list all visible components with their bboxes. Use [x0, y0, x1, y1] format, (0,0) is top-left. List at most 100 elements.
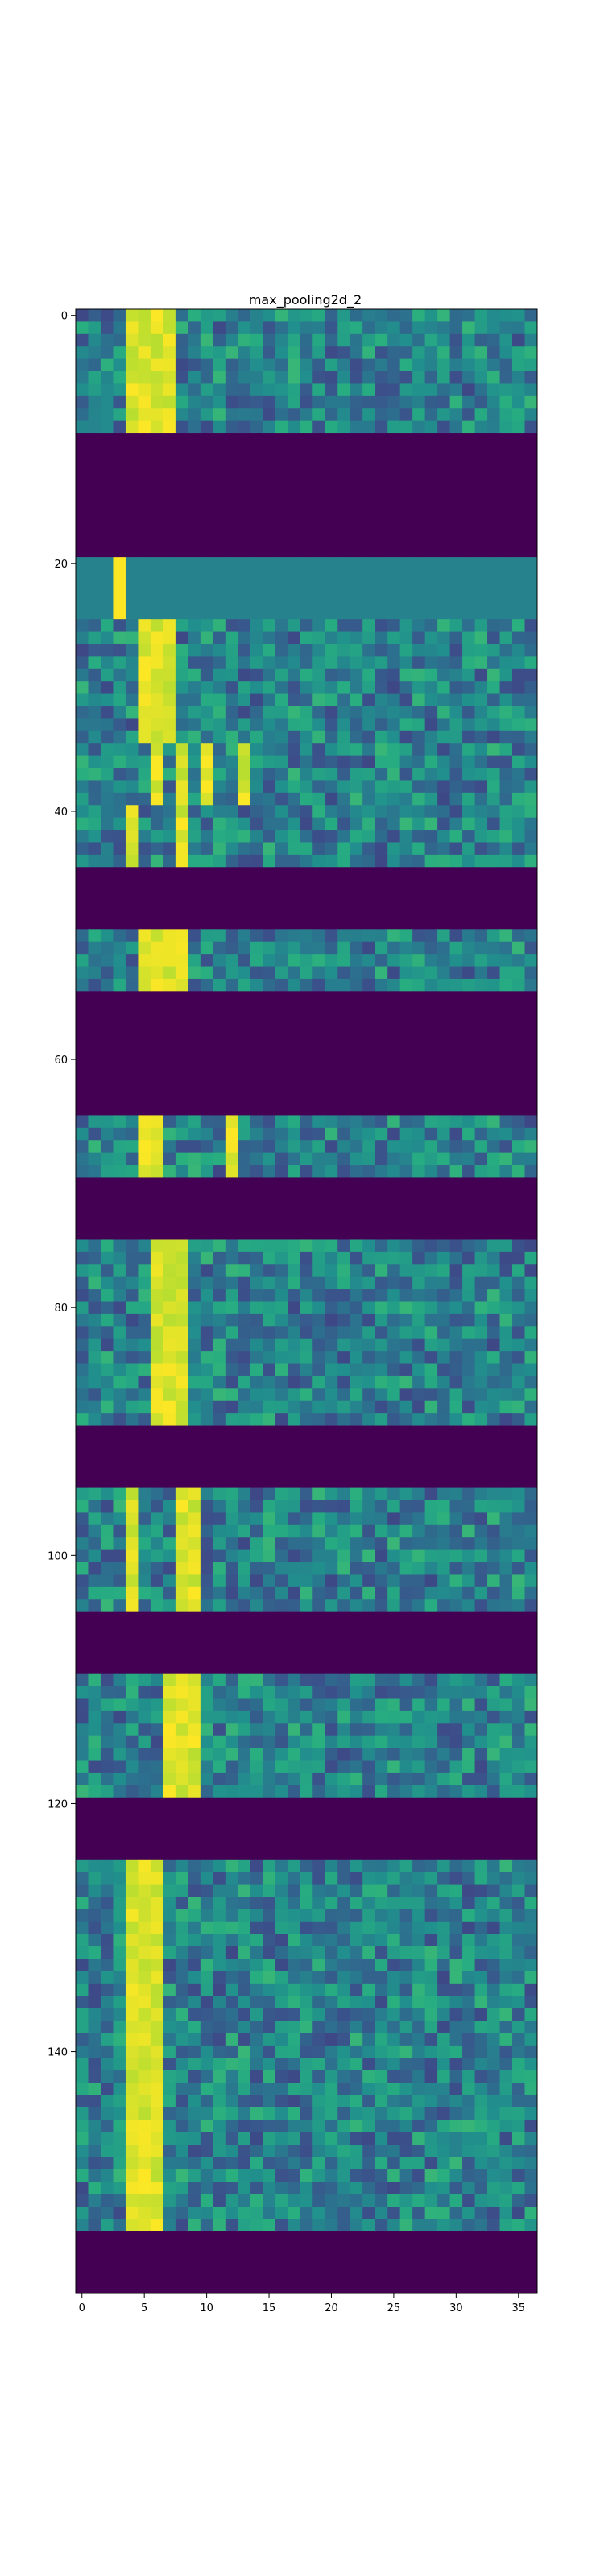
heatmap-cell — [188, 1834, 201, 1847]
heatmap-cell — [412, 805, 426, 819]
heatmap-cell — [312, 1624, 326, 1637]
heatmap-cell — [375, 594, 388, 608]
heatmap-cell — [412, 1189, 426, 1203]
heatmap-cell — [150, 1016, 163, 1029]
heatmap-cell — [250, 371, 263, 384]
heatmap-cell — [213, 544, 226, 558]
heatmap-cell — [412, 581, 426, 595]
heatmap-cell — [437, 817, 450, 831]
heatmap-cell — [412, 1549, 426, 1563]
heatmap-cell — [375, 1375, 388, 1389]
heatmap-cell — [188, 495, 201, 508]
heatmap-cell — [474, 780, 488, 794]
heatmap-cell — [275, 333, 288, 347]
heatmap-cell — [200, 569, 213, 583]
heatmap-cell — [424, 1735, 438, 1748]
heatmap-cell — [175, 1897, 188, 1909]
heatmap-cell — [300, 594, 313, 608]
heatmap-cell — [337, 1574, 351, 1587]
heatmap-cell — [125, 519, 139, 533]
heatmap-cell — [238, 718, 251, 732]
heatmap-cell — [350, 854, 363, 868]
heatmap-cell — [213, 1313, 226, 1327]
heatmap-cell — [125, 1686, 139, 1699]
heatmap-cell — [138, 1524, 151, 1538]
heatmap-cell — [288, 1239, 301, 1253]
heatmap-cell — [499, 966, 513, 980]
heatmap-cell — [350, 1574, 363, 1587]
heatmap-cell — [138, 1239, 151, 1253]
heatmap-cell — [88, 1636, 101, 1649]
heatmap-cell — [399, 706, 413, 719]
heatmap-cell — [312, 309, 326, 322]
heatmap-cell — [88, 954, 101, 967]
heatmap-cell — [362, 358, 376, 372]
heatmap-cell — [487, 1624, 500, 1637]
heatmap-cell — [337, 805, 351, 819]
heatmap-cell — [76, 606, 89, 620]
heatmap-cell — [238, 1152, 251, 1166]
heatmap-cell — [399, 631, 413, 645]
heatmap-cell — [449, 1437, 463, 1451]
heatmap-cell — [100, 817, 114, 831]
heatmap-cell — [449, 1375, 463, 1389]
heatmap-cell — [524, 892, 538, 905]
heatmap-cell — [88, 1673, 101, 1686]
heatmap-cell — [76, 941, 89, 955]
heatmap-cell — [300, 1500, 313, 1513]
heatmap-cell — [238, 1301, 251, 1315]
heatmap-cell — [399, 1934, 413, 1947]
heatmap-cell — [387, 1884, 401, 1897]
heatmap-cell — [499, 395, 513, 409]
heatmap-cell — [337, 457, 351, 471]
heatmap-cell — [424, 1897, 438, 1909]
heatmap-cell — [288, 420, 301, 434]
heatmap-cell — [163, 371, 176, 384]
heatmap-cell — [138, 1475, 151, 1488]
heatmap-cell — [424, 1636, 438, 1649]
heatmap-cell — [449, 1301, 463, 1315]
heatmap-cell — [200, 457, 213, 471]
heatmap-cell — [474, 1065, 488, 1079]
heatmap-cell — [213, 892, 226, 905]
heatmap-cell — [238, 1710, 251, 1724]
heatmap-cell — [113, 1425, 126, 1439]
heatmap-cell — [150, 879, 163, 893]
heatmap-cell — [238, 1611, 251, 1624]
heatmap-cell — [250, 383, 263, 397]
heatmap-cell — [250, 1264, 263, 1278]
heatmap-cell — [337, 842, 351, 856]
heatmap-cell — [424, 1810, 438, 1823]
heatmap-cell — [375, 470, 388, 484]
heatmap-cell — [387, 581, 401, 595]
heatmap-cell — [524, 1202, 538, 1216]
heatmap-cell — [225, 1003, 238, 1017]
heatmap-cell — [362, 1351, 376, 1364]
heatmap-cell — [175, 557, 188, 570]
heatmap-cell — [524, 805, 538, 819]
heatmap-cell — [225, 805, 238, 819]
heatmap-cell — [462, 1611, 475, 1624]
heatmap-cell — [412, 668, 426, 682]
heatmap-cell — [499, 1189, 513, 1203]
heatmap-cell — [175, 929, 188, 943]
heatmap-cell — [100, 1884, 114, 1897]
heatmap-cell — [325, 1301, 338, 1315]
heatmap-cell — [288, 1810, 301, 1823]
heatmap-cell — [213, 656, 226, 670]
heatmap-cell — [200, 966, 213, 980]
heatmap-cell — [437, 1599, 450, 1612]
heatmap-cell — [449, 482, 463, 496]
heatmap-cell — [375, 1338, 388, 1352]
heatmap-cell — [412, 1140, 426, 1154]
heatmap-cell — [399, 1710, 413, 1724]
heatmap-cell — [350, 805, 363, 819]
heatmap-cell — [312, 333, 326, 347]
heatmap-cell — [250, 1177, 263, 1191]
heatmap-cell — [512, 482, 525, 496]
heatmap-cell — [213, 867, 226, 881]
heatmap-cell — [288, 1462, 301, 1476]
heatmap-cell — [100, 1326, 114, 1340]
heatmap-cell — [312, 519, 326, 533]
heatmap-cell — [399, 321, 413, 335]
